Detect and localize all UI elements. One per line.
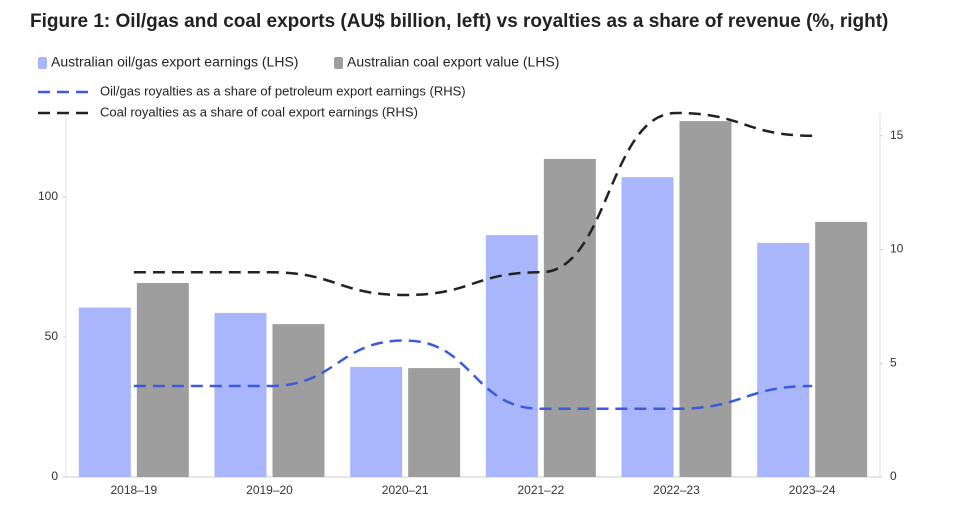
chart-title: Figure 1: Oil/gas and coal exports (AU$ … bbox=[30, 11, 888, 32]
x-tick-label: 2023–24 bbox=[789, 483, 836, 497]
bar bbox=[214, 312, 267, 477]
x-tick-label: 2018–19 bbox=[110, 483, 157, 497]
bar bbox=[408, 368, 461, 477]
bar bbox=[136, 282, 189, 477]
y2-tick-label: 0 bbox=[890, 469, 897, 483]
bar bbox=[78, 307, 131, 477]
legend-label: Australian coal export value (LHS) bbox=[347, 54, 559, 70]
y-tick-label: 100 bbox=[38, 189, 58, 203]
bar bbox=[350, 366, 403, 477]
legend-label: Oil/gas royalties as a share of petroleu… bbox=[100, 83, 466, 98]
x-tick-label: 2021–22 bbox=[517, 483, 564, 497]
legend-swatch bbox=[38, 57, 47, 69]
legend-swatch bbox=[334, 57, 343, 69]
line-series bbox=[133, 111, 813, 297]
bar bbox=[485, 235, 538, 477]
x-tick-label: 2020–21 bbox=[382, 483, 429, 497]
x-tick-label: 2022–23 bbox=[653, 483, 700, 497]
y-tick-label: 50 bbox=[45, 329, 59, 343]
x-tick-label: 2019–20 bbox=[246, 483, 293, 497]
bar bbox=[757, 242, 810, 477]
bar bbox=[815, 221, 868, 477]
y-tick-label: 0 bbox=[51, 469, 58, 483]
bar bbox=[679, 121, 732, 478]
y2-tick-label: 15 bbox=[890, 128, 904, 142]
bar bbox=[272, 324, 325, 477]
legend-label: Coal royalties as a share of coal export… bbox=[100, 104, 418, 119]
y2-tick-label: 10 bbox=[890, 242, 904, 256]
legend-label: Australian oil/gas export earnings (LHS) bbox=[51, 54, 298, 70]
y2-tick-label: 5 bbox=[890, 355, 897, 369]
bar bbox=[621, 177, 674, 477]
line-series bbox=[133, 339, 813, 411]
bar bbox=[543, 158, 596, 478]
